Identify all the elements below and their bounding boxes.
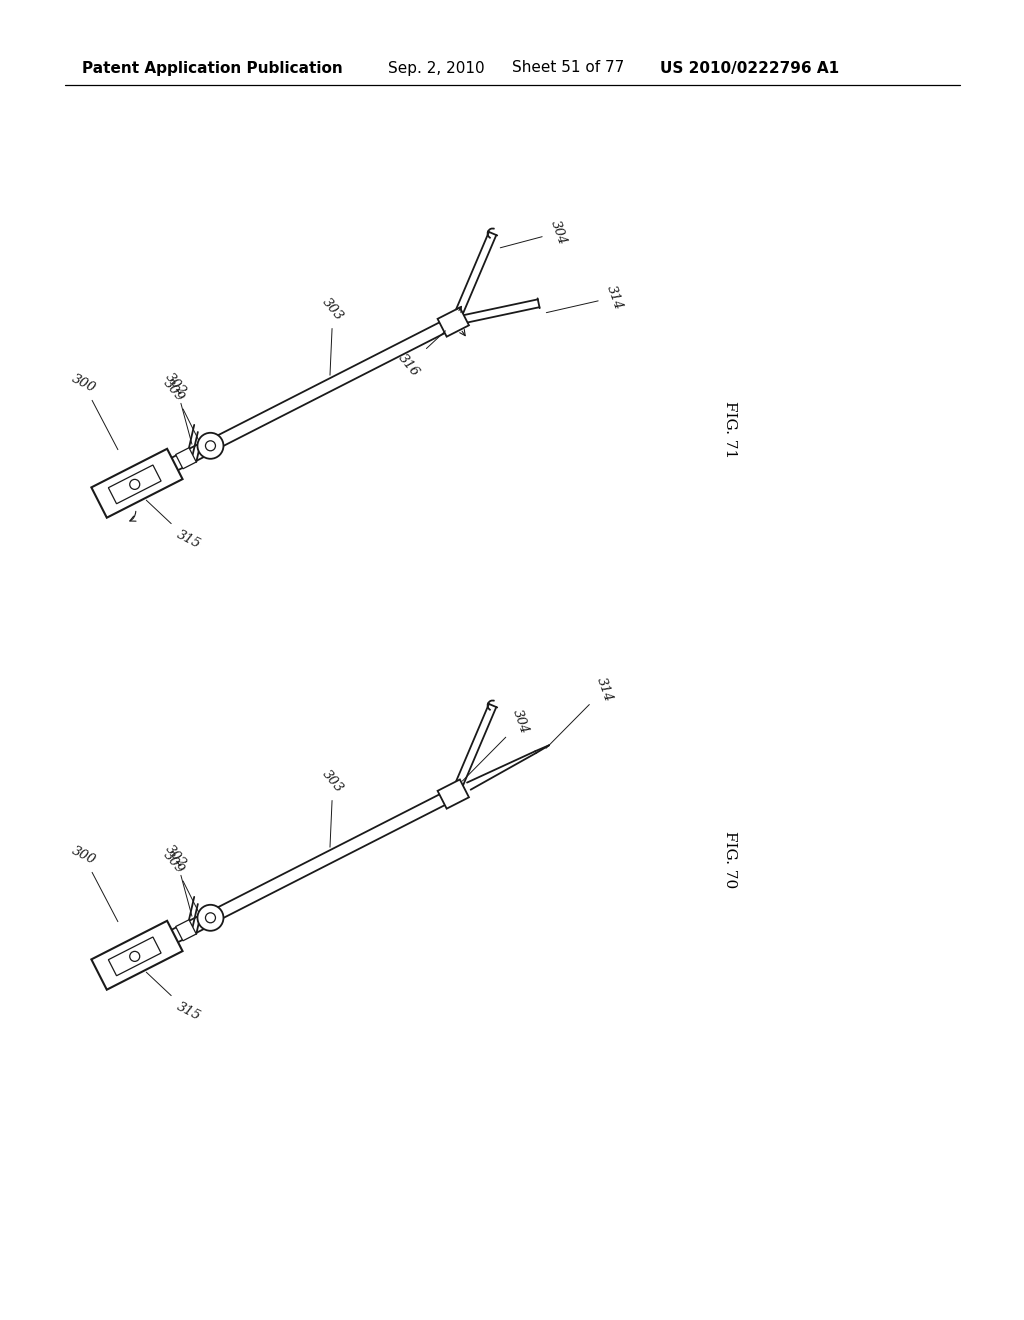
- Text: 304: 304: [501, 218, 568, 248]
- Text: US 2010/0222796 A1: US 2010/0222796 A1: [660, 61, 839, 75]
- Text: 304: 304: [463, 708, 531, 781]
- Text: Sep. 2, 2010: Sep. 2, 2010: [388, 61, 484, 75]
- Text: 300: 300: [70, 372, 118, 450]
- Circle shape: [198, 904, 223, 931]
- Text: 302: 302: [163, 371, 191, 445]
- Text: 316: 316: [395, 331, 445, 379]
- Text: 309: 309: [161, 376, 204, 451]
- Polygon shape: [109, 465, 161, 504]
- Circle shape: [198, 433, 223, 459]
- Polygon shape: [91, 921, 182, 990]
- Text: 300: 300: [70, 843, 118, 921]
- Circle shape: [130, 952, 139, 961]
- Polygon shape: [437, 780, 469, 809]
- Text: 314: 314: [547, 284, 625, 313]
- Polygon shape: [176, 447, 197, 469]
- Text: 314: 314: [546, 676, 614, 748]
- Text: 302: 302: [163, 842, 191, 916]
- Circle shape: [206, 441, 215, 451]
- Text: 315: 315: [146, 500, 203, 552]
- Text: FIG. 71: FIG. 71: [723, 401, 737, 458]
- Text: Sheet 51 of 77: Sheet 51 of 77: [512, 61, 625, 75]
- Text: 315: 315: [146, 973, 203, 1023]
- Text: 309: 309: [161, 849, 204, 923]
- Polygon shape: [437, 308, 469, 337]
- Text: FIG. 70: FIG. 70: [723, 832, 737, 888]
- Text: Patent Application Publication: Patent Application Publication: [82, 61, 343, 75]
- Text: 303: 303: [319, 767, 346, 847]
- Polygon shape: [109, 937, 161, 975]
- Circle shape: [130, 479, 139, 490]
- Polygon shape: [176, 920, 197, 941]
- Circle shape: [206, 913, 215, 923]
- Text: 303: 303: [319, 296, 346, 375]
- Polygon shape: [91, 449, 182, 517]
